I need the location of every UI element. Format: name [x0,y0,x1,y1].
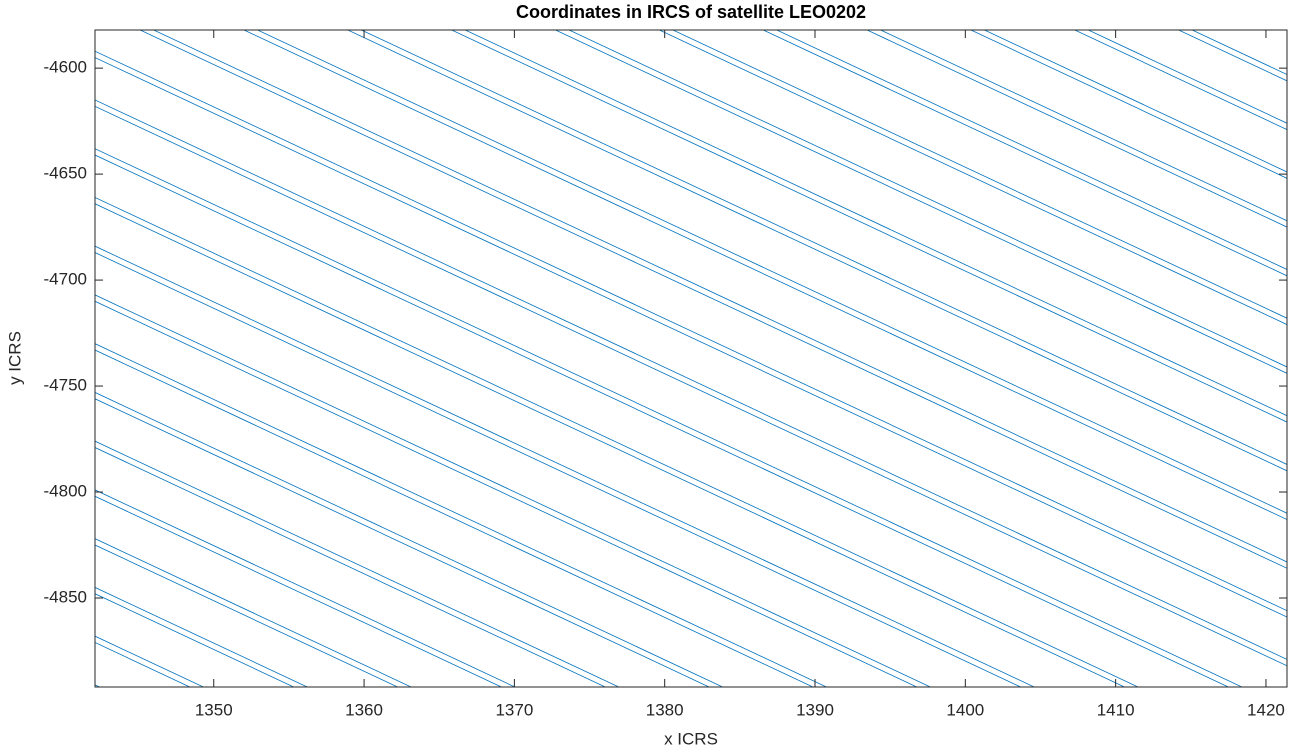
y-tick-label: -4700 [44,270,87,289]
x-tick-label: 1370 [495,700,533,719]
x-tick-label: 1350 [195,700,233,719]
chart-title: Coordinates in IRCS of satellite LEO0202 [516,2,866,22]
y-tick-label: -4600 [44,58,87,77]
x-tick-label: 1360 [345,700,383,719]
y-tick-label: -4650 [44,164,87,183]
y-tick-label: -4750 [44,376,87,395]
x-tick-label: 1420 [1247,700,1285,719]
x-axis-label: x ICRS [664,729,718,748]
plot-box [94,29,1288,688]
y-axis-label: y ICRS [5,331,24,385]
x-tick-label: 1390 [796,700,834,719]
x-tick-label: 1410 [1097,700,1135,719]
y-tick-label: -4850 [44,587,87,606]
y-tick-label: -4800 [44,482,87,501]
x-tick-label: 1400 [946,700,984,719]
x-tick-label: 1380 [646,700,684,719]
trajectory-line [95,30,1287,687]
